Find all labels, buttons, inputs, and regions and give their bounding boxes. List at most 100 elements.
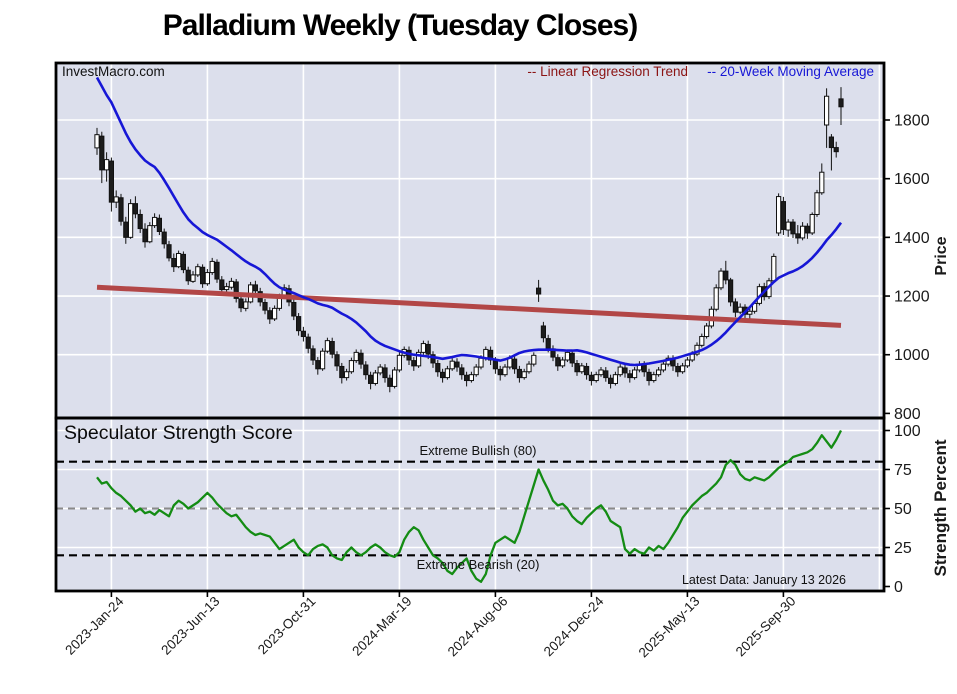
candle-up — [560, 359, 566, 367]
candle-up — [147, 225, 153, 243]
candle-up — [713, 287, 719, 310]
candle-down — [435, 363, 441, 373]
candle-down — [790, 221, 796, 235]
candle-down — [627, 373, 633, 379]
candle-down — [536, 287, 542, 295]
candle-up — [651, 374, 657, 382]
strength-tick-label: 25 — [894, 540, 912, 557]
date-tick-label: 2023-Jan-24 — [62, 593, 127, 658]
candle-down — [545, 338, 551, 349]
candle-up — [747, 310, 753, 315]
candle-down — [603, 370, 609, 379]
candle-down — [828, 136, 834, 149]
candle-down — [728, 279, 734, 303]
candle-down — [300, 330, 306, 338]
price-tick-label: 1200 — [894, 289, 930, 306]
candle-down — [833, 147, 839, 153]
candle-down — [142, 228, 148, 243]
candle-up — [104, 159, 110, 171]
candle-up — [785, 221, 791, 231]
date-tick-label: 2024-Mar-19 — [349, 594, 414, 659]
candle-down — [214, 261, 220, 280]
date-tick-label: 2025-Sep-30 — [733, 594, 799, 660]
candle-up — [195, 266, 201, 276]
candle-up — [809, 213, 815, 234]
price-tick-label: 1600 — [894, 171, 930, 188]
candle-up — [814, 192, 820, 215]
candle-up — [771, 255, 777, 282]
candle-up — [564, 351, 570, 361]
candle-down — [646, 371, 652, 382]
candle-down — [795, 233, 801, 239]
price-tick-label: 1400 — [894, 230, 930, 247]
date-tick-label: 2023-Oct-31 — [255, 594, 319, 658]
candle-down — [440, 371, 446, 379]
candle-down — [540, 325, 546, 339]
candle-up — [680, 365, 686, 373]
candle-down — [99, 135, 105, 171]
candle-down — [156, 217, 163, 232]
candle-up — [348, 360, 354, 373]
candle-down — [387, 377, 393, 387]
candle-up — [800, 225, 806, 239]
candle-down — [123, 221, 129, 238]
candle-down — [358, 352, 364, 365]
candle-down — [497, 368, 503, 376]
candle-down — [516, 368, 522, 379]
candle-down — [233, 281, 239, 299]
candle-down — [180, 253, 187, 271]
candle-up — [224, 286, 230, 291]
candle-up — [176, 252, 182, 268]
candle-down — [675, 365, 681, 373]
candle-down — [512, 358, 518, 370]
candle-down — [584, 365, 590, 376]
candle-down — [267, 310, 273, 320]
candle-up — [473, 366, 479, 376]
strength-panel-title: Speculator Strength Score — [64, 422, 293, 444]
candle-down — [137, 213, 143, 230]
candle-down — [252, 284, 259, 292]
candle-up — [468, 374, 474, 382]
candle-down — [454, 361, 460, 368]
strength-panel-border — [54, 416, 886, 593]
candle-up — [704, 325, 710, 338]
candle-up — [776, 196, 782, 234]
candle-down — [804, 225, 810, 234]
candle-up — [190, 274, 196, 282]
candle-up — [392, 369, 398, 387]
candle-down — [430, 354, 436, 364]
candle-down — [339, 365, 345, 379]
candle-down — [425, 343, 431, 355]
candle-up — [396, 354, 402, 371]
candle-down — [641, 364, 647, 373]
candle-down — [334, 354, 340, 367]
candle-up — [531, 354, 537, 365]
candle-down — [368, 374, 374, 384]
page-title: Palladium Weekly (Tuesday Closes) — [162, 9, 638, 42]
candle-down — [411, 360, 417, 367]
candle-up — [699, 336, 705, 346]
candle-down — [200, 266, 206, 285]
strength-tick-label: 0 — [894, 579, 903, 596]
price-axis-title: Price — [933, 236, 950, 275]
candle-up — [684, 359, 690, 367]
date-tick-label: 2024-Dec-24 — [541, 593, 607, 659]
candle-up — [353, 351, 359, 362]
candle-down — [262, 301, 268, 311]
legend-moving-average: -- 20-Week Moving Average — [707, 64, 874, 79]
candle-down — [363, 364, 369, 376]
candle-up — [372, 372, 378, 384]
latest-data-label: Latest Data: January 13 2026 — [681, 573, 846, 587]
candle-down — [132, 203, 139, 215]
candle-down — [464, 374, 470, 382]
date-tick-label: 2024-Aug-06 — [445, 594, 511, 660]
candle-up — [228, 280, 235, 288]
candle-up — [593, 374, 599, 382]
candle-up — [204, 272, 211, 285]
candle-down — [569, 352, 575, 364]
candle-up — [612, 374, 618, 384]
candle-down — [108, 160, 115, 203]
candle-up — [113, 196, 119, 203]
